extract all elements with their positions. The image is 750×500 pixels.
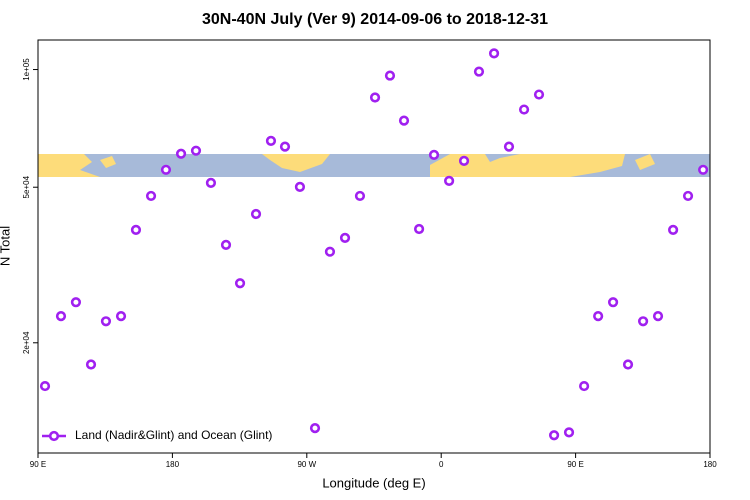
point (533, 89, 545, 100)
x-tick-label: 90 W (297, 460, 316, 469)
x-tick-label: 180 (166, 460, 180, 469)
point (579, 380, 590, 392)
legend-label: Land (Nadir&Glint) and Ocean (Glint) (75, 428, 272, 442)
x-tick-label: 180 (703, 460, 717, 469)
point (130, 224, 142, 235)
point (518, 104, 530, 115)
y-tick-label: 1e+05 (22, 58, 31, 81)
point (115, 311, 127, 322)
point (458, 155, 470, 166)
point (354, 190, 366, 202)
point (85, 359, 97, 370)
point (265, 135, 277, 146)
point (413, 223, 425, 235)
y-tick-label: 5e+04 (22, 175, 31, 198)
point (682, 190, 694, 202)
point (398, 115, 410, 126)
point (175, 148, 187, 159)
legend-symbol (48, 430, 60, 442)
point (563, 427, 575, 438)
y-tick-label: 2e+04 (22, 331, 31, 354)
point (473, 66, 485, 77)
chart-title: 30N-40N July (Ver 9) 2014-09-06 to 2018-… (202, 11, 548, 28)
point (145, 190, 157, 202)
x-tick-label: 90 E (567, 460, 583, 469)
plot-frame (37, 39, 711, 454)
point (205, 177, 217, 188)
point (698, 164, 709, 175)
point (428, 149, 440, 160)
y-axis-label: N Total (0, 226, 12, 266)
point (622, 359, 634, 370)
point (503, 141, 515, 152)
point (607, 297, 619, 308)
point (384, 70, 396, 81)
point (593, 311, 604, 322)
point (444, 175, 455, 186)
point (160, 164, 172, 175)
point (70, 297, 82, 308)
point (637, 316, 649, 327)
point (324, 246, 336, 257)
point (250, 208, 262, 220)
x-axis-label: Longitude (deg E) (322, 475, 425, 490)
point (369, 92, 381, 103)
point (39, 380, 51, 392)
point (652, 311, 664, 322)
point (339, 232, 351, 243)
point (279, 141, 291, 152)
point (668, 224, 679, 235)
point (55, 311, 67, 322)
point (488, 48, 500, 59)
x-tick-label: 90 E (30, 460, 46, 469)
map-strip (38, 154, 710, 177)
point (190, 145, 202, 156)
point (234, 278, 246, 289)
x-tick-label: 0 (439, 460, 444, 469)
point (220, 239, 232, 250)
point (100, 316, 112, 327)
point (309, 423, 321, 434)
point (294, 181, 306, 192)
point (548, 430, 560, 441)
